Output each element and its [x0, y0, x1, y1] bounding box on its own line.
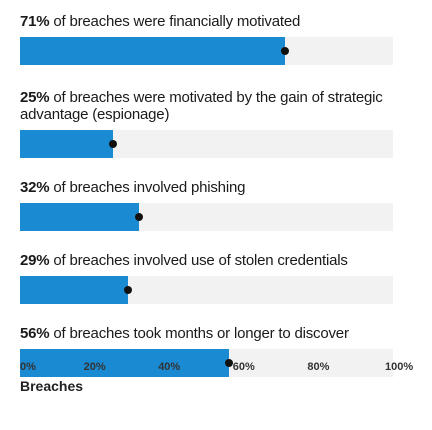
bar-discovery: [20, 349, 229, 377]
bar-track-financial: [20, 37, 393, 65]
bar-label-espionage: 25% of breaches were motivated by the ga…: [20, 89, 410, 123]
bar-marker-phishing: [135, 213, 144, 221]
bar-label-financial: 71% of breaches were financially motivat…: [20, 13, 410, 30]
bar-label-discovery-pct: 56%: [20, 325, 50, 342]
bar-label-phishing-pct: 32%: [20, 179, 50, 196]
bar-marker-credentials: [124, 286, 133, 294]
bar-marker-discovery: [224, 359, 233, 367]
bar-label-espionage-pct: 25%: [20, 89, 50, 106]
bar-marker-espionage: [109, 140, 118, 148]
bar-phishing: [20, 203, 140, 231]
x-tick-label-0: 0%: [20, 361, 36, 373]
bar-label-phishing: 32% of breaches involved phishing: [20, 179, 410, 196]
bar-label-espionage-text: of breaches were motivated by the gain o…: [20, 89, 383, 123]
x-tick-label-20: 20%: [83, 361, 106, 373]
x-tick-label-80: 80%: [307, 361, 330, 373]
bar-track-phishing: [20, 203, 393, 231]
bar-label-financial-text: of breaches were financially motivated: [49, 13, 301, 30]
bar-financial: [20, 37, 285, 65]
x-tick-label-60: 60%: [232, 361, 255, 373]
bar-label-financial-pct: 71%: [20, 13, 50, 30]
x-tick-label-40: 40%: [158, 361, 181, 373]
bar-label-discovery-text: of breaches took months or longer to dis…: [49, 325, 349, 342]
bar-track-credentials: [20, 276, 393, 304]
x-axis-title: Breaches: [20, 378, 84, 394]
bar-label-phishing-text: of breaches involved phishing: [49, 179, 246, 196]
bar-marker-financial: [280, 47, 289, 55]
bar-label-credentials: 29% of breaches involved use of stolen c…: [20, 252, 410, 269]
bar-espionage: [20, 130, 114, 158]
bar-label-credentials-text: of breaches involved use of stolen crede…: [49, 252, 348, 269]
x-tick-label-100: 100%: [385, 361, 414, 373]
bar-label-discovery: 56% of breaches took months or longer to…: [20, 325, 410, 342]
bar-label-credentials-pct: 29%: [20, 252, 50, 269]
bar-credentials: [20, 276, 129, 304]
bar-track-discovery: [20, 349, 393, 377]
bar-track-espionage: [20, 130, 393, 158]
